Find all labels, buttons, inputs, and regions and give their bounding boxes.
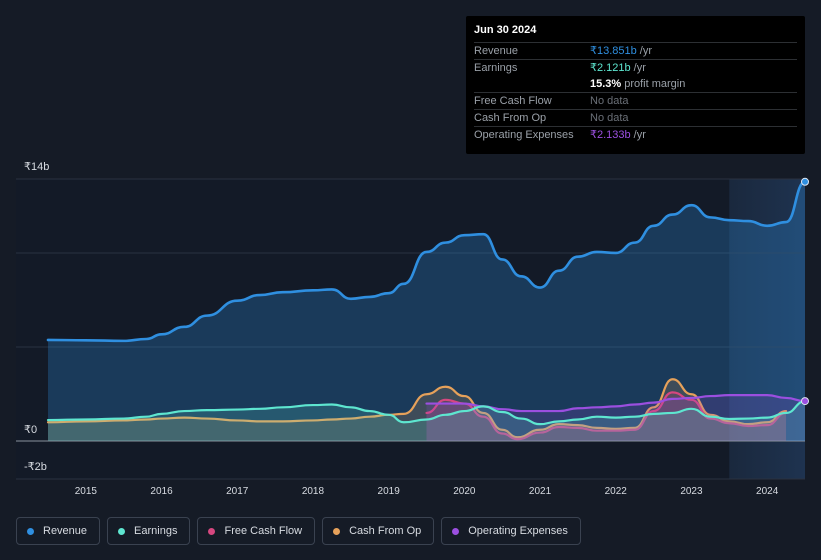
tooltip-opex-value: ₹2.133b	[590, 129, 631, 141]
legend-opex-label: Operating Expenses	[468, 525, 568, 537]
legend-revenue-label: Revenue	[43, 525, 88, 537]
legend-opex-dot-icon	[452, 527, 460, 535]
tooltip-earnings-value: ₹2.121b	[590, 62, 631, 74]
legend-fcf-dot-icon	[208, 527, 216, 535]
y-label-bottom: -₹2b	[24, 461, 47, 473]
x-tick-2024: 2024	[756, 486, 779, 497]
free-cash-flow-line	[425, 391, 788, 441]
tooltip-revenue-value: ₹13.851b	[590, 45, 637, 57]
x-tick-2020: 2020	[453, 486, 476, 497]
tooltip-fcf-value: No data	[590, 95, 629, 107]
legend-revenue[interactable]: Revenue	[16, 517, 101, 545]
legend-free-cash-flow[interactable]: Free Cash Flow	[197, 517, 316, 545]
y-label-top: ₹14b	[24, 161, 50, 173]
chart-legend: Revenue Earnings Free Cash Flow Cash Fro…	[16, 517, 581, 545]
tooltip-revenue-unit: /yr	[639, 45, 652, 57]
legend-cfo-dot-icon	[333, 527, 341, 535]
tooltip-margin-unit: profit margin	[624, 78, 686, 90]
legend-earnings-label: Earnings	[134, 525, 178, 537]
legend-revenue-dot-icon	[27, 527, 34, 535]
legend-earnings-dot-icon	[118, 527, 126, 535]
legend-fcf-label: Free Cash Flow	[224, 525, 303, 537]
earnings-line	[46, 400, 807, 426]
earnings-area	[48, 401, 805, 441]
cash-from-op-area	[48, 379, 787, 441]
revenue-area	[48, 181, 805, 441]
tooltip-panel: Jun 30 2024 Revenue ₹13.851b /yr Earning…	[466, 16, 805, 154]
plot-area	[16, 179, 805, 479]
cash-from-op-line	[46, 378, 788, 439]
legend-earnings[interactable]: Earnings	[107, 517, 191, 545]
tooltip-earnings-label: Earnings	[474, 62, 518, 74]
revenue-line	[46, 180, 807, 343]
y-label-zero: ₹0	[24, 424, 38, 436]
tooltip-margin-label	[474, 76, 590, 92]
revenue-end-point	[801, 177, 809, 186]
tooltip-fcf-label: Free Cash Flow	[474, 95, 552, 107]
legend-operating-expenses[interactable]: Operating Expenses	[441, 517, 581, 545]
x-tick-2019: 2019	[378, 486, 401, 497]
tooltip-cfo-value: No data	[590, 112, 629, 124]
tooltip-opex-unit: /yr	[633, 129, 646, 141]
tooltip-revenue-label: Revenue	[474, 45, 519, 57]
legend-cash-from-op[interactable]: Cash From Op	[322, 517, 435, 545]
x-tick-2016: 2016	[150, 486, 173, 497]
forecast-region	[729, 179, 805, 479]
operating-expenses-end-point	[801, 397, 809, 406]
x-tick-2022: 2022	[605, 486, 628, 497]
tooltip-cfo-label: Cash From Op	[474, 112, 547, 124]
x-tick-2017: 2017	[226, 486, 249, 497]
x-tick-2015: 2015	[75, 486, 98, 497]
x-tick-2018: 2018	[302, 486, 325, 497]
tooltip-earnings-unit: /yr	[633, 62, 646, 74]
legend-cfo-label: Cash From Op	[349, 525, 422, 537]
tooltip-opex-label: Operating Expenses	[474, 129, 574, 141]
x-tick-2023: 2023	[680, 486, 703, 497]
tooltip-date: Jun 30 2024	[474, 24, 537, 36]
tooltip-margin-value: 15.3%	[590, 78, 622, 90]
free-cash-flow-area	[426, 392, 787, 441]
x-tick-2021: 2021	[529, 486, 552, 497]
